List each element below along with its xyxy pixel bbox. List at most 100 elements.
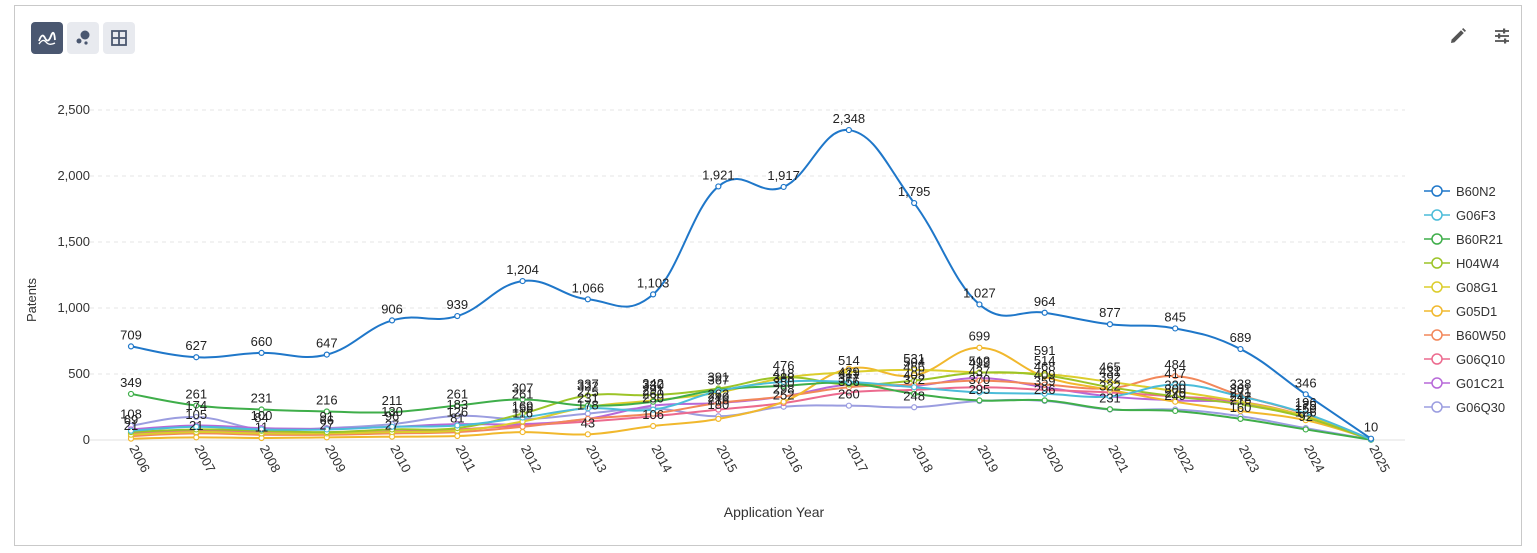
data-point[interactable] (585, 297, 590, 302)
legend-item-g08g1[interactable]: G08G1 (1424, 280, 1498, 295)
data-point[interactable] (1173, 408, 1178, 413)
bubble-chart-icon (73, 28, 93, 48)
legend-item-g06q30[interactable]: G06Q30 (1424, 400, 1505, 415)
data-label: 231 (1099, 391, 1121, 406)
data-point[interactable] (1107, 407, 1112, 412)
x-tick-label: 2015 (714, 442, 741, 475)
x-tick-label: 2007 (192, 442, 219, 475)
data-point[interactable] (585, 432, 590, 437)
data-label: 627 (185, 338, 207, 353)
legend-item-g01c21[interactable]: G01C21 (1424, 376, 1504, 391)
edit-button[interactable] (1444, 24, 1472, 52)
data-point[interactable] (520, 430, 525, 435)
data-point[interactable] (846, 128, 851, 133)
data-label: 216 (316, 392, 338, 407)
data-point[interactable] (1238, 416, 1243, 421)
legend-swatch-marker (1432, 234, 1442, 244)
legend-swatch-marker (1432, 330, 1442, 340)
legend-item-g06q10[interactable]: G06Q10 (1424, 352, 1505, 367)
data-label: 877 (1099, 305, 1121, 320)
data-label: 346 (1295, 375, 1317, 390)
x-tick-label: 2016 (779, 442, 806, 475)
data-label: 231 (251, 391, 273, 406)
data-point[interactable] (129, 391, 134, 396)
data-point[interactable] (1042, 398, 1047, 403)
data-label: 372 (903, 372, 925, 387)
legend-swatch-marker (1432, 258, 1442, 268)
data-point[interactable] (455, 434, 460, 439)
data-point[interactable] (846, 403, 851, 408)
grid-lines (90, 110, 1405, 374)
y-tick-label: 1,500 (57, 234, 90, 249)
data-point[interactable] (1369, 436, 1374, 441)
y-tick-label: 500 (68, 366, 90, 381)
data-point[interactable] (912, 201, 917, 206)
pencil-icon (1448, 26, 1468, 51)
data-point[interactable] (716, 416, 721, 421)
legend-swatch-marker (1432, 378, 1442, 388)
legend[interactable]: B60N2 G06F3 B60R21 H04W4 G08G1 G05D1 B60W50 G06… (1424, 184, 1506, 415)
line-chart-view-button[interactable] (31, 22, 63, 54)
data-label: 349 (120, 375, 142, 390)
legend-label: G06F3 (1456, 208, 1496, 223)
data-label: 180 (708, 397, 730, 412)
data-label: 295 (969, 382, 991, 397)
x-tick-label: 2011 (453, 442, 479, 474)
data-point[interactable] (977, 302, 982, 307)
data-point[interactable] (390, 318, 395, 323)
data-label: 21 (189, 418, 203, 433)
data-point[interactable] (1107, 322, 1112, 327)
legend-swatch-marker (1432, 186, 1442, 196)
data-label: 160 (1230, 400, 1252, 415)
data-label: 939 (446, 297, 468, 312)
table-view-button[interactable] (103, 22, 135, 54)
data-label: 1,795 (898, 184, 931, 199)
data-point[interactable] (259, 350, 264, 355)
data-point[interactable] (455, 314, 460, 319)
data-label: 230 (642, 391, 664, 406)
data-point[interactable] (1173, 326, 1178, 331)
x-tick-label: 2023 (1236, 442, 1263, 475)
data-point[interactable] (716, 184, 721, 189)
data-label: 178 (577, 398, 599, 413)
data-point[interactable] (324, 352, 329, 357)
data-point[interactable] (520, 279, 525, 284)
legend-item-g06f3[interactable]: G06F3 (1424, 208, 1496, 223)
legend-label: G06Q30 (1456, 400, 1505, 415)
data-point[interactable] (1238, 347, 1243, 352)
legend-label: G01C21 (1456, 376, 1504, 391)
data-point[interactable] (129, 344, 134, 349)
data-point[interactable] (651, 424, 656, 429)
data-point[interactable] (1303, 427, 1308, 432)
settings-button[interactable] (1488, 24, 1516, 52)
legend-item-b60r21[interactable]: B60R21 (1424, 232, 1503, 247)
legend-label: B60R21 (1456, 232, 1503, 247)
data-point[interactable] (977, 345, 982, 350)
legend-item-h04w4[interactable]: H04W4 (1424, 256, 1499, 271)
bubble-chart-view-button[interactable] (67, 22, 99, 54)
data-label: 964 (1034, 294, 1056, 309)
data-label: 43 (581, 415, 595, 430)
legend-item-g05d1[interactable]: G05D1 (1424, 304, 1497, 319)
y-tick-label: 2,000 (57, 168, 90, 183)
legend-label: G05D1 (1456, 304, 1497, 319)
data-point[interactable] (781, 184, 786, 189)
data-label: 2,348 (833, 111, 866, 126)
data-point[interactable] (194, 435, 199, 440)
legend-item-b60w50[interactable]: B60W50 (1424, 328, 1506, 343)
data-label: 1,103 (637, 275, 670, 290)
data-label: 1,917 (767, 168, 800, 183)
data-point[interactable] (651, 292, 656, 297)
data-point[interactable] (977, 398, 982, 403)
data-label: 647 (316, 336, 338, 351)
legend-item-b60n2[interactable]: B60N2 (1424, 184, 1496, 199)
data-label: 906 (381, 301, 403, 316)
data-point[interactable] (520, 424, 525, 429)
legend-swatch-marker (1432, 282, 1442, 292)
data-label: 106 (642, 407, 664, 422)
data-point[interactable] (1042, 310, 1047, 315)
data-point[interactable] (194, 355, 199, 360)
data-point[interactable] (912, 405, 917, 410)
data-label: 10 (1364, 420, 1378, 435)
